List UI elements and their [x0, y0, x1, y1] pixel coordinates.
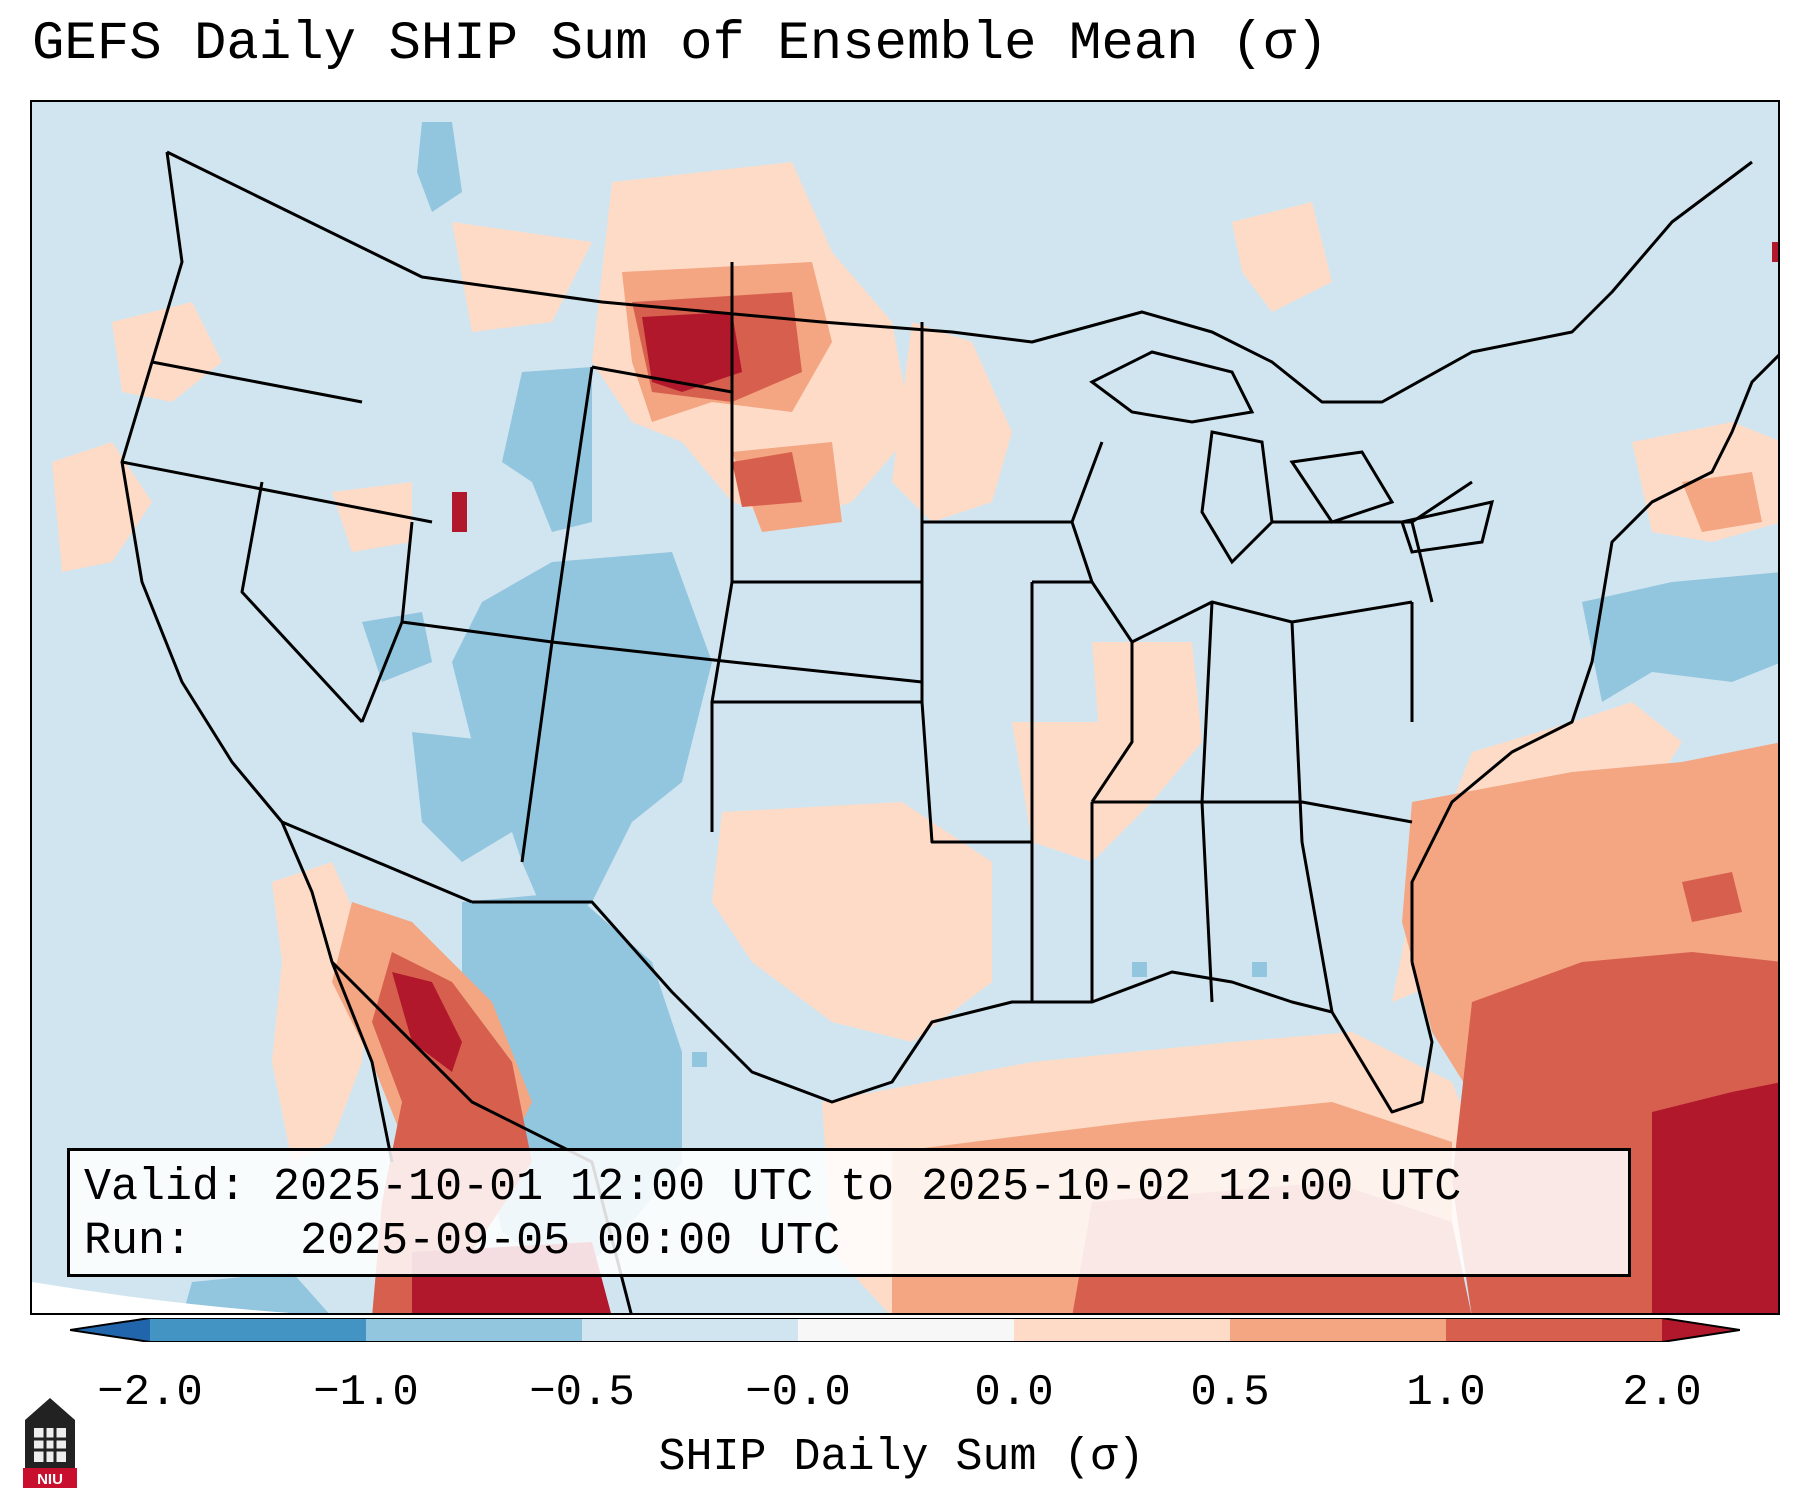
- colorbar-tick-4: 0.0: [974, 1368, 1054, 1418]
- colorbar-bin-2: [366, 1318, 582, 1342]
- ship-field-map: [32, 102, 1778, 1313]
- colorbar-tick-0: −2.0: [97, 1368, 203, 1418]
- logo-banner: [23, 1468, 77, 1488]
- colorbar-tick-5: 0.5: [1190, 1368, 1270, 1418]
- projection-edge: [32, 1282, 291, 1313]
- colorbar-bin-8: [1662, 1318, 1740, 1342]
- validity-info-box: Valid: 2025-10-01 12:00 UTC to 2025-10-0…: [67, 1148, 1631, 1277]
- run-label: Run:: [84, 1216, 193, 1267]
- negative-anomaly-pockets: [692, 962, 1267, 1067]
- valid-label: Valid:: [84, 1162, 247, 1213]
- colorbar-bin-6: [1230, 1318, 1446, 1342]
- colorbar-bin-5: [1014, 1318, 1230, 1342]
- colorbar-tick-7: 2.0: [1622, 1368, 1702, 1418]
- colorbar-bin-7: [1446, 1318, 1662, 1342]
- colorbar-tick-3: −0.0: [745, 1368, 851, 1418]
- map-title: GEFS Daily SHIP Sum of Ensemble Mean (σ): [32, 14, 1329, 75]
- colorbar-bin-0: [70, 1318, 150, 1342]
- logo-window-icon: [34, 1428, 66, 1462]
- colorbar-tick-6: 1.0: [1406, 1368, 1486, 1418]
- colorbar: [70, 1318, 1740, 1342]
- valid-value: 2025-10-01 12:00 UTC to 2025-10-02 12:00…: [273, 1162, 1462, 1213]
- colorbar-bin-4: [798, 1318, 1014, 1342]
- niu-logo: NIU: [23, 1398, 77, 1488]
- map-panel: [30, 100, 1780, 1315]
- logo-text: NIU: [37, 1471, 63, 1488]
- colorbar-bin-1: [150, 1318, 366, 1342]
- colorbar-tick-1: −1.0: [313, 1368, 419, 1418]
- run-row: Run: 2025-09-05 00:00 UTC: [84, 1215, 1628, 1269]
- valid-row: Valid: 2025-10-01 12:00 UTC to 2025-10-0…: [84, 1161, 1628, 1215]
- run-value: 2025-09-05 00:00 UTC: [300, 1216, 841, 1267]
- colorbar-tick-2: −0.5: [529, 1368, 635, 1418]
- great-lakes-outline: [1089, 350, 1495, 565]
- colorbar-label: SHIP Daily Sum (σ): [658, 1432, 1145, 1483]
- colorbar-bin-3: [582, 1318, 798, 1342]
